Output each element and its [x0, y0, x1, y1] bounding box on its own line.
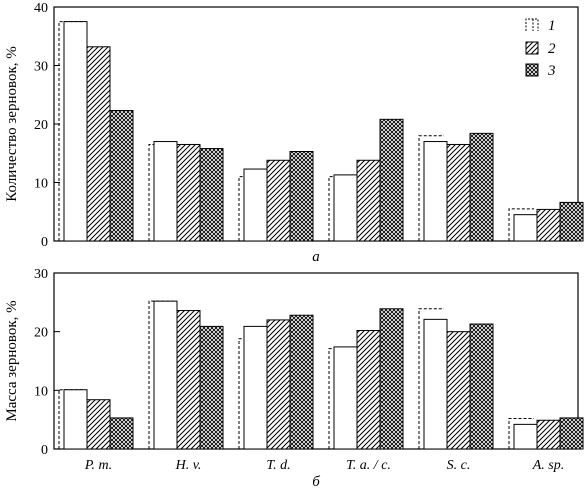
bar-b-1-s1 [153, 300, 178, 450]
legend-swatch-3 [525, 63, 539, 77]
bar-a-0-s3 [109, 110, 134, 242]
bar-b-5-s1 [513, 423, 538, 450]
legend-label-2: 2 [548, 41, 556, 57]
y-axis-b: 0 10 20 30 [34, 267, 60, 458]
bar-b-2-s3 [289, 314, 314, 450]
bar-a-2-s1 [243, 168, 268, 242]
y-tick-label-a-2: 20 [34, 118, 48, 133]
bar-a-1-s1 [153, 141, 178, 242]
bar-a-3-s1 [333, 174, 358, 242]
bar-b-1-s3 [199, 325, 224, 450]
bar-outline-a-5 [508, 208, 534, 241]
y-tick-label-b-0: 0 [41, 443, 48, 458]
bar-b-4-s1 [423, 318, 448, 450]
bar-outline-b-4 [418, 308, 444, 449]
category-label-1: H. v. [175, 458, 202, 473]
y-axis-a: 0 10 20 30 40 [34, 1, 60, 250]
bar-a-0-s2 [86, 46, 111, 242]
y-tick-label-a-3: 30 [34, 60, 48, 75]
panel-label-b: б [312, 474, 320, 490]
legend-entry-3: 3 [525, 63, 556, 79]
y-tick-label-a-1: 10 [34, 177, 48, 192]
bar-b-0-s2 [86, 399, 111, 450]
bar-a-1-s3 [199, 148, 224, 242]
bar-a-5-s1 [513, 214, 538, 242]
bar-b-4-s3 [469, 323, 494, 450]
category-label-4: S. c. [447, 458, 471, 473]
bar-a-3-s3 [379, 118, 404, 242]
bar-b-5-s2 [536, 419, 561, 450]
y-tick-label-b-2: 20 [34, 326, 48, 341]
bar-b-1-s2 [176, 310, 201, 450]
bar-b-0-s3 [109, 417, 134, 450]
category-label-5: A. sp. [532, 458, 565, 473]
bars-a [58, 21, 584, 242]
bar-b-3-s3 [379, 308, 404, 450]
bar-a-4-s1 [423, 141, 448, 242]
bar-outline-b-1 [148, 300, 174, 449]
bar-a-1-s2 [176, 143, 201, 242]
y-axis-label-b: Масса зерновок, % [4, 300, 20, 421]
x-axis-b: P. m. H. v. T. d. T. a. / c. S. c. A. sp. [84, 458, 564, 473]
legend: 1 2 3 [525, 18, 556, 79]
y-axis-label-a: Количество зерновок, % [4, 46, 20, 201]
legend-label-1: 1 [548, 18, 556, 34]
bar-a-2-s3 [289, 150, 314, 242]
y-tick-label-b-3: 30 [34, 267, 48, 282]
bar-b-0-s1 [63, 389, 88, 450]
bar-a-3-s2 [356, 159, 381, 242]
y-tick-label-a-0: 0 [41, 235, 48, 250]
chart-panel-a: 0 10 20 30 40 Количество зерновок, % а 1 2 3 [4, 1, 584, 265]
bar-a-4-s2 [446, 143, 471, 242]
legend-label-3: 3 [547, 63, 556, 79]
bars-b [58, 300, 584, 450]
bar-b-2-s2 [266, 319, 291, 450]
legend-swatch-1 [525, 18, 539, 31]
bar-outline-a-1 [148, 143, 174, 241]
bar-outline-a-4 [418, 135, 444, 241]
bar-b-3-s1 [333, 346, 358, 450]
category-label-2: T. d. [266, 458, 290, 473]
bar-outline-b-5 [508, 417, 534, 449]
bar-b-3-s2 [356, 329, 381, 450]
y-tick-label-b-1: 10 [34, 384, 48, 399]
y-tick-label-a-4: 40 [34, 1, 48, 16]
bar-a-5-s2 [536, 208, 561, 242]
chart-panel-b: 0 10 20 30 Масса зерновок, % P. m. H. v. T. d… [4, 267, 584, 490]
legend-entry-2: 2 [525, 41, 556, 57]
category-label-3: T. a. / c. [346, 458, 391, 473]
panel-label-a: а [312, 249, 320, 265]
bar-b-4-s2 [446, 331, 471, 450]
bar-a-5-s3 [559, 201, 584, 242]
bar-a-4-s3 [469, 132, 494, 242]
bar-a-2-s2 [266, 159, 291, 242]
bar-b-5-s3 [559, 417, 584, 450]
bar-b-2-s1 [243, 325, 268, 450]
plot-frame-b [53, 272, 579, 450]
legend-entry-1: 1 [525, 18, 556, 34]
category-label-0: P. m. [84, 458, 112, 473]
legend-swatch-2 [525, 41, 539, 55]
bar-a-0-s1 [63, 21, 88, 242]
